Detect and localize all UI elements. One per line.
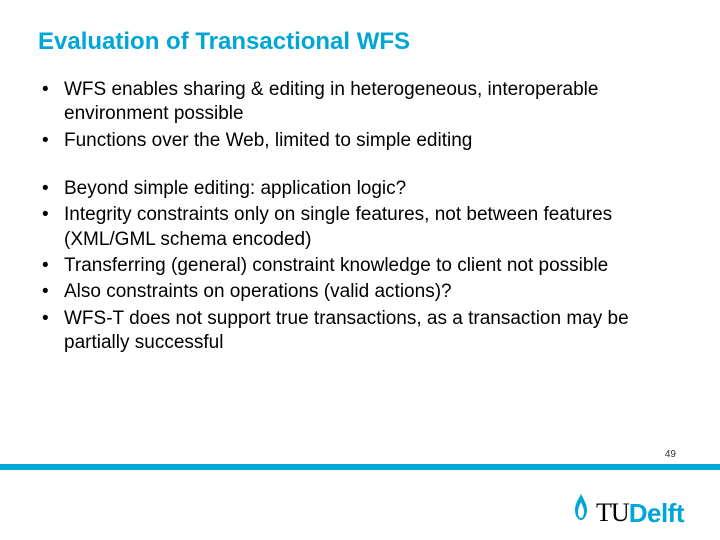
slide-title: Evaluation of Transactional WFS — [38, 28, 682, 56]
page-number: 49 — [665, 449, 676, 460]
bullet-item: Integrity constraints only on single fea… — [38, 203, 682, 252]
bullet-item: Transferring (general) constraint knowle… — [38, 254, 682, 278]
bullet-item: Also constraints on operations (valid ac… — [38, 280, 682, 304]
flame-icon — [568, 492, 594, 526]
bullet-item: Beyond simple editing: application logic… — [38, 177, 682, 201]
slide: Evaluation of Transactional WFS WFS enab… — [0, 0, 720, 540]
footer-bar — [0, 464, 720, 470]
bullet-item: WFS enables sharing & editing in heterog… — [38, 78, 682, 127]
bullet-group-1: WFS enables sharing & editing in heterog… — [38, 78, 682, 153]
logo-delft: Delft — [629, 500, 684, 526]
logo-tu: TU — [596, 500, 629, 526]
bullet-item: WFS-T does not support true transactions… — [38, 307, 682, 356]
bullet-item: Functions over the Web, limited to simpl… — [38, 129, 682, 153]
bullet-group-2: Beyond simple editing: application logic… — [38, 177, 682, 355]
group-gap — [38, 155, 682, 177]
logo: TUDelft — [568, 492, 684, 526]
